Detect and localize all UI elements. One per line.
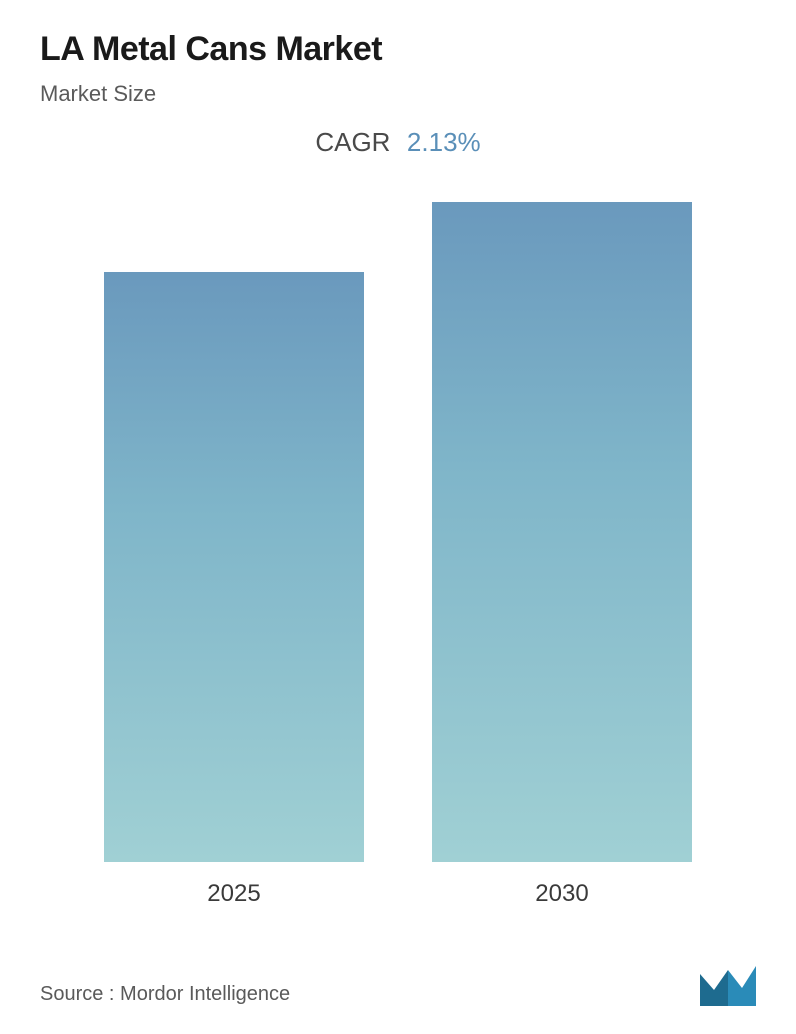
chart-area: 2025 2030 xyxy=(40,188,756,908)
cagr-value: 2.13% xyxy=(407,127,481,158)
cagr-label: CAGR xyxy=(315,127,390,158)
bar-label-2030: 2030 xyxy=(535,880,588,908)
chart-container: LA Metal Cans Market Market Size CAGR 2.… xyxy=(0,0,796,1034)
source-text: Source : Mordor Intelligence xyxy=(40,983,290,1006)
chart-footer: Source : Mordor Intelligence xyxy=(40,966,756,1006)
chart-title: LA Metal Cans Market xyxy=(40,30,756,69)
bar-2030 xyxy=(432,202,692,862)
bar-2025 xyxy=(104,272,364,862)
chart-subtitle: Market Size xyxy=(40,81,756,107)
bar-label-2025: 2025 xyxy=(207,880,260,908)
bar-wrapper-0: 2025 xyxy=(104,188,364,908)
bar-wrapper-1: 2030 xyxy=(432,188,692,908)
cagr-row: CAGR 2.13% xyxy=(40,127,756,158)
mordor-logo-icon xyxy=(700,966,756,1006)
